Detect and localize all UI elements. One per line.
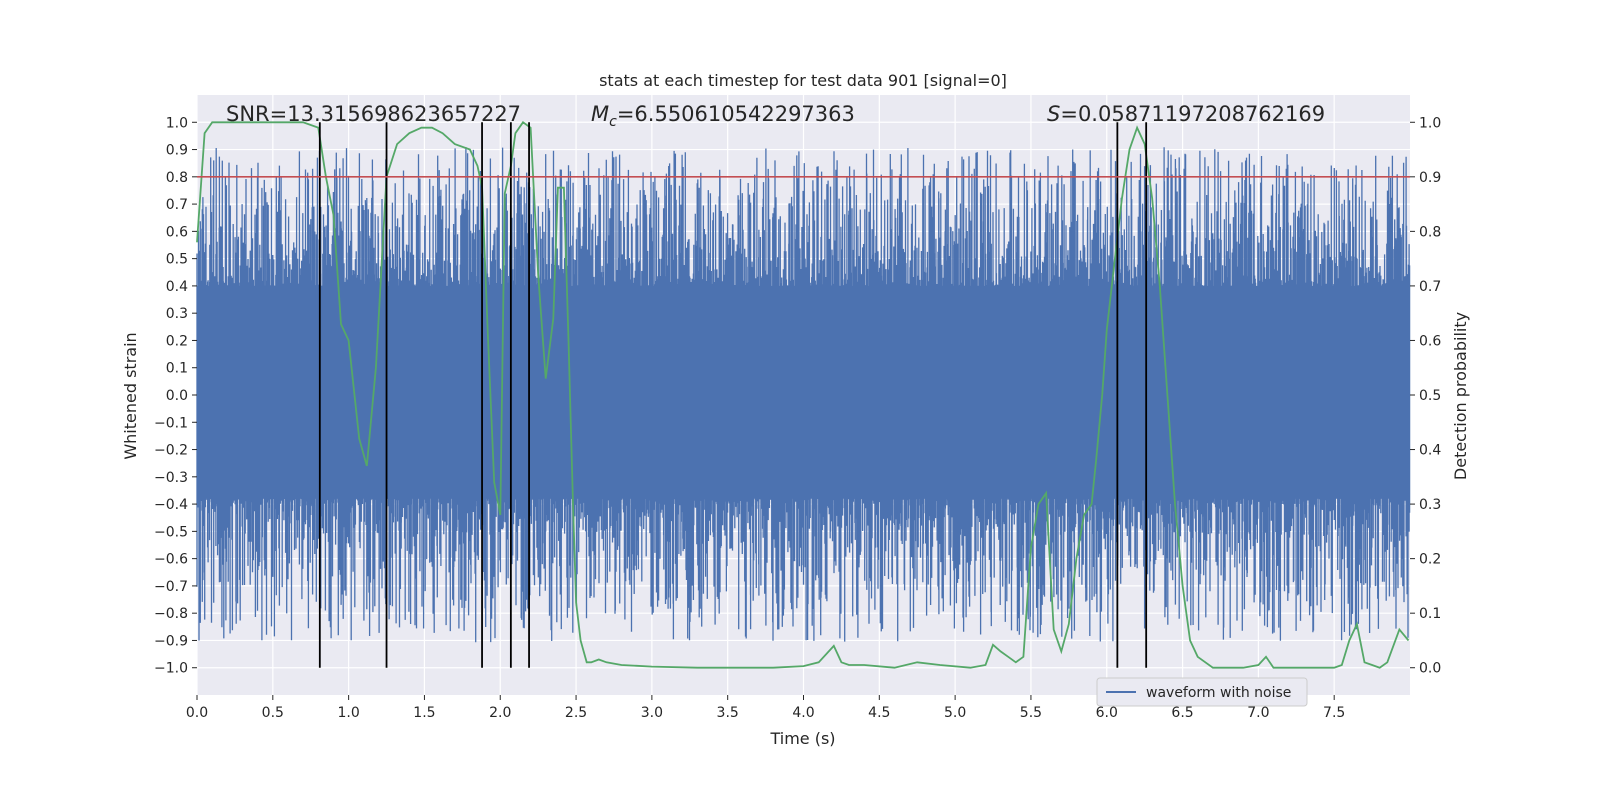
left-y-tick-label: 0.4 — [166, 279, 188, 295]
legend-box — [1096, 677, 1308, 707]
left-y-tick-label: 0.1 — [166, 361, 188, 377]
right-y-tick-label: 0.5 — [1419, 388, 1441, 404]
x-tick-label: 0.5 — [262, 705, 284, 721]
x-tick-label: 4.5 — [868, 705, 890, 721]
left-y-axis-label: Whitened strain — [121, 332, 140, 459]
right-y-tick-label: 0.4 — [1419, 443, 1441, 459]
right-y-axis-label: Detection probability — [1451, 312, 1470, 480]
x-tick-label: 0.0 — [186, 705, 208, 721]
x-tick-label: 7.5 — [1323, 705, 1345, 721]
left-y-tick-label: −0.6 — [154, 552, 188, 568]
left-y-tick-label: −0.1 — [154, 415, 188, 431]
probability-series — [196, 121, 1410, 669]
left-y-tick-label: −0.5 — [154, 524, 188, 540]
x-tick-label: 2.0 — [489, 705, 511, 721]
x-tick-labels: 0.0 0.5 1.0 1.5 2.0 2.5 3.0 3.5 4.0 4.5 5.0 5.5 6.0 6… — [186, 695, 1345, 721]
right-y-tick-label: 0.3 — [1419, 497, 1441, 513]
left-y-tick-label: 0.3 — [166, 306, 188, 322]
left-y-tick-label: −0.7 — [154, 579, 188, 595]
right-y-tick-label: 0.6 — [1419, 333, 1441, 349]
right-y-tick-label: 0.9 — [1419, 170, 1441, 186]
left-y-tick-label: −0.8 — [154, 606, 188, 622]
left-y-tick-label: 0.7 — [166, 197, 188, 213]
s-annotation: S=0.05871197208762169 — [1047, 102, 1325, 126]
chart-title: stats at each timestep for test data 901… — [599, 71, 1007, 90]
left-y-tick-label: 0.6 — [166, 224, 188, 240]
probability-line — [196, 121, 1410, 669]
right-y-tick-label: 0.0 — [1419, 661, 1441, 677]
x-tick-label: 1.5 — [413, 705, 435, 721]
snr-annotation: SNR=13.315698623657227 — [226, 102, 521, 126]
left-y-tick-label: 0.9 — [166, 143, 188, 159]
left-y-tick-label: 0.0 — [166, 388, 188, 404]
x-tick-label: 4.0 — [792, 705, 814, 721]
left-y-tick-label: −0.3 — [154, 470, 188, 486]
x-tick-label: 5.5 — [1020, 705, 1042, 721]
x-tick-label: 5.0 — [944, 705, 966, 721]
x-axis-label: Time (s) — [769, 729, 835, 748]
right-y-tick-label: 0.8 — [1419, 224, 1441, 240]
left-y-tick-label: 0.5 — [166, 252, 188, 268]
right-y-tick-labels: 1.0 0.9 0.8 0.7 0.6 0.5 0.4 0.3 0.2 0.1 0.0 — [1410, 115, 1441, 677]
left-y-tick-label: 1.0 — [166, 115, 188, 131]
right-y-tick-label: 1.0 — [1419, 115, 1441, 131]
x-tick-label: 1.0 — [337, 705, 359, 721]
left-y-tick-label: −0.9 — [154, 633, 188, 649]
left-y-tick-label: 0.2 — [166, 333, 188, 349]
left-y-tick-label: 0.8 — [166, 170, 188, 186]
x-tick-label: 7.0 — [1247, 705, 1269, 721]
vertical-markers — [318, 122, 1148, 668]
left-y-tick-label: −0.4 — [154, 497, 188, 513]
left-y-tick-label: −0.2 — [154, 443, 188, 459]
right-y-tick-label: 0.7 — [1419, 279, 1441, 295]
waveform-series — [196, 147, 1411, 643]
right-y-tick-label: 0.1 — [1419, 606, 1441, 622]
left-y-tick-label: −1.0 — [154, 661, 188, 677]
waveform-spikes — [196, 147, 1411, 643]
left-y-tick-labels: 1.0 0.9 0.8 0.7 0.6 0.5 0.4 0.3 0.2 0.1 0.0 −0.1 −0.… — [154, 115, 197, 677]
x-tick-label: 2.5 — [565, 705, 587, 721]
chirp-mass-annotation: Mc=6.550610542297363 — [591, 102, 855, 130]
x-tick-label: 3.5 — [717, 705, 739, 721]
legend: waveform with noise — [1096, 677, 1308, 707]
legend-label: waveform with noise — [1146, 685, 1291, 701]
right-y-tick-label: 0.2 — [1419, 552, 1441, 568]
x-tick-label: 6.5 — [1171, 705, 1193, 721]
x-tick-label: 3.0 — [641, 705, 663, 721]
x-tick-label: 6.0 — [1096, 705, 1118, 721]
